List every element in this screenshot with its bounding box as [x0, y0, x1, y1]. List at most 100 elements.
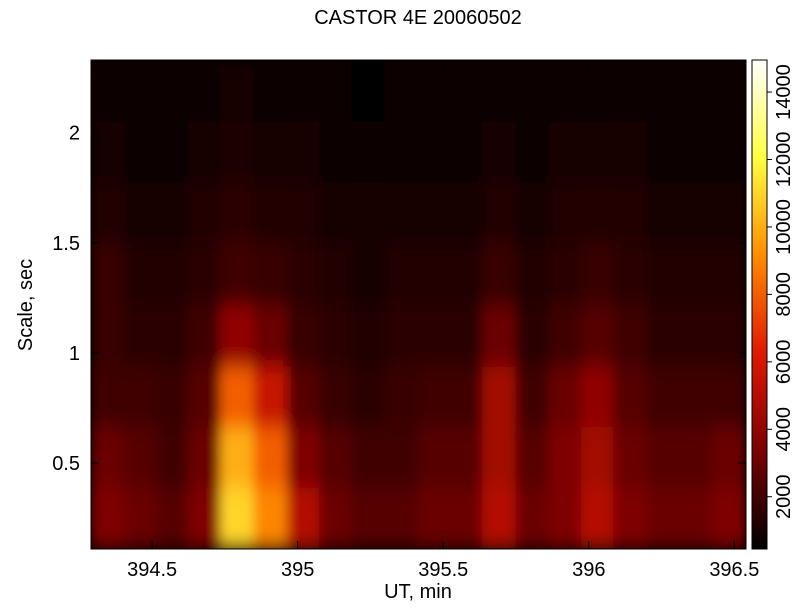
heatmap-cell: [220, 486, 255, 549]
heatmap-cell: [287, 181, 321, 244]
heatmap-cell: [482, 60, 517, 123]
heatmap-cell: [91, 242, 125, 305]
heatmap-cell: [287, 304, 321, 367]
heatmap-cell: [418, 242, 452, 305]
heatmap-cell: [515, 60, 550, 123]
heatmap-cell: [613, 426, 648, 488]
heatmap-cell: [581, 426, 615, 488]
heatmap-cell: [384, 60, 419, 123]
heatmap-cell: [351, 121, 386, 183]
heatmap-cell: [613, 486, 648, 549]
heatmap-cell: [384, 242, 419, 305]
heatmap-cell: [319, 304, 353, 367]
heatmap-cell: [156, 426, 190, 488]
heatmap-cell: [253, 486, 288, 549]
plot-frame: [90, 59, 747, 550]
heatmap-cell: [253, 242, 288, 305]
heatmap-cell: [680, 181, 714, 244]
heatmap-cell: [549, 486, 583, 549]
colorbar-tick-label: 2000: [773, 474, 795, 519]
heatmap-cell: [220, 304, 255, 367]
heatmap-cell: [156, 60, 190, 123]
colorbar: [751, 59, 768, 550]
heatmap-cell: [418, 486, 452, 549]
heatmap-cell: [188, 365, 222, 428]
heatmap-cell: [680, 365, 714, 428]
heatmap-cell: [351, 304, 386, 367]
heatmap-cell: [91, 121, 125, 183]
heatmap-cell: [123, 121, 157, 183]
heatmap-cell: [188, 181, 222, 244]
heatmap-cell: [712, 242, 746, 305]
heatmap-cell: [351, 486, 386, 549]
y-tick-label: 0.5: [52, 453, 80, 475]
heatmap-cell: [351, 181, 386, 244]
heatmap-cell: [220, 121, 255, 183]
heatmap-cell: [188, 60, 222, 123]
heatmap-cell: [515, 426, 550, 488]
x-tick-label: 395.5: [418, 559, 468, 581]
heatmap-cell: [253, 60, 288, 123]
heatmap-cell: [680, 121, 714, 183]
heatmap-cell: [450, 121, 484, 183]
heatmap-cell: [351, 365, 386, 428]
heatmap-cell: [515, 304, 550, 367]
heatmap-cell: [515, 242, 550, 305]
colorbar-tick-label: 8000: [773, 272, 795, 317]
heatmap-cell: [482, 304, 517, 367]
heatmap-cell: [220, 365, 255, 428]
heatmap-cell: [515, 181, 550, 244]
heatmap-cell: [581, 242, 615, 305]
heatmap-cell: [253, 181, 288, 244]
x-tick-label: 394.5: [127, 559, 177, 581]
heatmap-cell: [712, 60, 746, 123]
heatmap-cell: [549, 426, 583, 488]
heatmap-cell: [646, 426, 681, 488]
heatmap-cell: [549, 304, 583, 367]
heatmap-cell: [123, 486, 157, 549]
heatmap-cell: [646, 60, 681, 123]
heatmap-cell: [646, 304, 681, 367]
heatmap-cell: [287, 365, 321, 428]
heatmap-cell: [680, 304, 714, 367]
heatmap-cell: [253, 121, 288, 183]
heatmap-cell: [188, 242, 222, 305]
heatmap-cell: [351, 426, 386, 488]
heatmap-cell: [712, 486, 746, 549]
heatmap-cell: [680, 242, 714, 305]
heatmap-cell: [418, 60, 452, 123]
heatmap-cell: [418, 181, 452, 244]
colorbar-tick-label: 12000: [773, 132, 795, 188]
heatmap-cell: [418, 121, 452, 183]
heatmap-cell: [515, 486, 550, 549]
heatmap-cell: [351, 60, 386, 123]
heatmap-cell: [384, 304, 419, 367]
heatmap-cell: [319, 60, 353, 123]
heatmap-cell: [613, 365, 648, 428]
heatmap-cell: [156, 121, 190, 183]
heatmap-cell: [549, 121, 583, 183]
heatmap-cell: [319, 121, 353, 183]
heatmap-cell: [188, 304, 222, 367]
heatmap-cell: [482, 426, 517, 488]
heatmap-cell: [156, 242, 190, 305]
heatmap-cell: [646, 181, 681, 244]
heatmap-cell: [188, 486, 222, 549]
heatmap-cell: [123, 242, 157, 305]
heatmap-cell: [680, 486, 714, 549]
heatmap-cell: [549, 181, 583, 244]
heatmap-cell: [123, 304, 157, 367]
heatmap-cell: [220, 181, 255, 244]
heatmap-cell: [581, 486, 615, 549]
heatmap-cell: [680, 426, 714, 488]
heatmap-cell: [581, 181, 615, 244]
heatmap-cell: [581, 365, 615, 428]
heatmap-cell: [646, 486, 681, 549]
heatmap-cell: [450, 242, 484, 305]
y-tick-label: 2: [69, 123, 80, 145]
heatmap-cell: [384, 121, 419, 183]
heatmap-cell: [646, 365, 681, 428]
heatmap-cell: [188, 426, 222, 488]
heatmap-cell: [287, 242, 321, 305]
heatmap-cell: [613, 242, 648, 305]
